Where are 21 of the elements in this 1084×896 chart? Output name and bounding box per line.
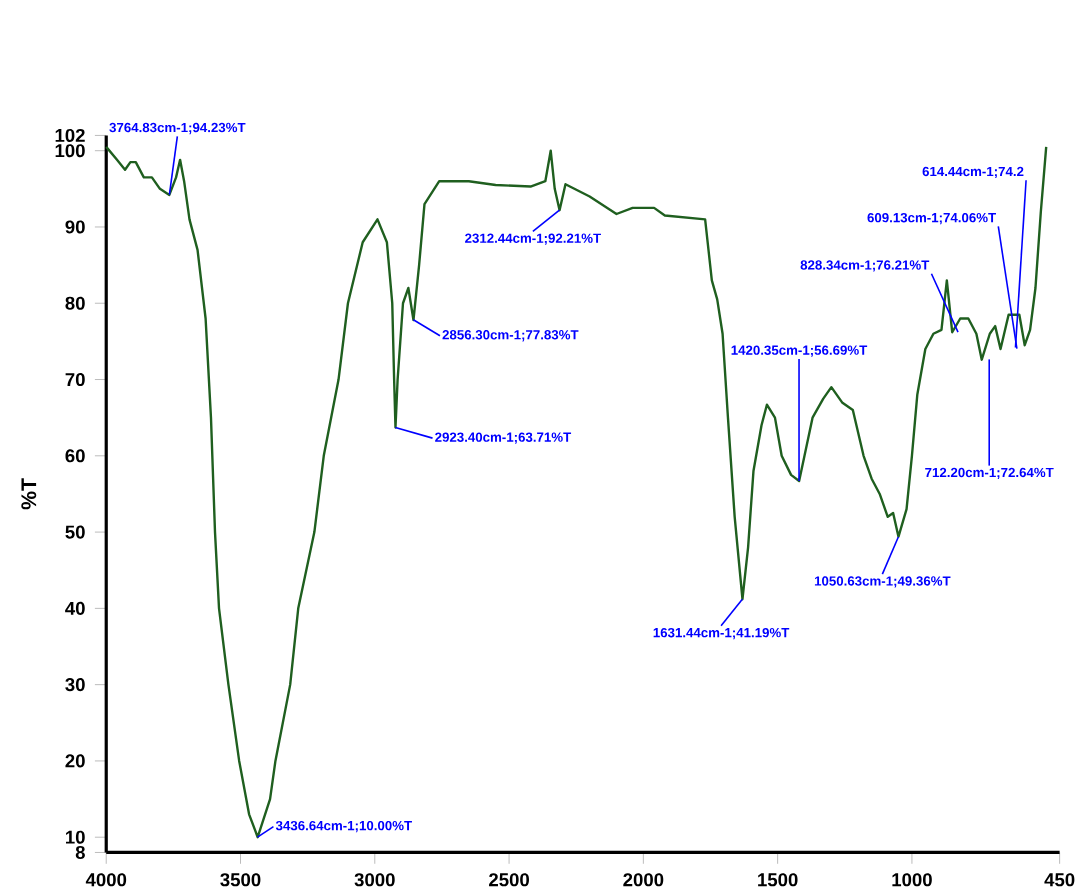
y-tick-label: 100 [55, 144, 85, 158]
x-tick-label: 2500 [489, 873, 529, 887]
y-tick-label: 40 [65, 602, 85, 616]
x-tick-label: 4000 [85, 873, 127, 887]
y-axis-title: %T [21, 478, 37, 510]
x-tick-label: 2000 [623, 873, 664, 887]
y-tick-label: 10 [66, 831, 85, 845]
x-tick-label: 1500 [758, 873, 798, 887]
x-tick-label: 3500 [220, 873, 261, 887]
y-tick-label: 30 [65, 678, 85, 692]
x-tick-label: 1000 [892, 873, 932, 887]
y-tick-label: 102 [55, 129, 85, 143]
y-tick-label: 8 [75, 846, 85, 860]
y-tick-label: 20 [65, 754, 85, 768]
y-tick-label: 90 [65, 220, 85, 234]
y-tick-label: 70 [65, 373, 85, 387]
x-tick-label: 3000 [354, 873, 395, 887]
y-tick-label: 60 [65, 449, 85, 463]
y-tick-label: 80 [65, 297, 85, 311]
y-tick-label: 50 [65, 525, 85, 540]
x-tick-label: 450 [1044, 873, 1075, 887]
